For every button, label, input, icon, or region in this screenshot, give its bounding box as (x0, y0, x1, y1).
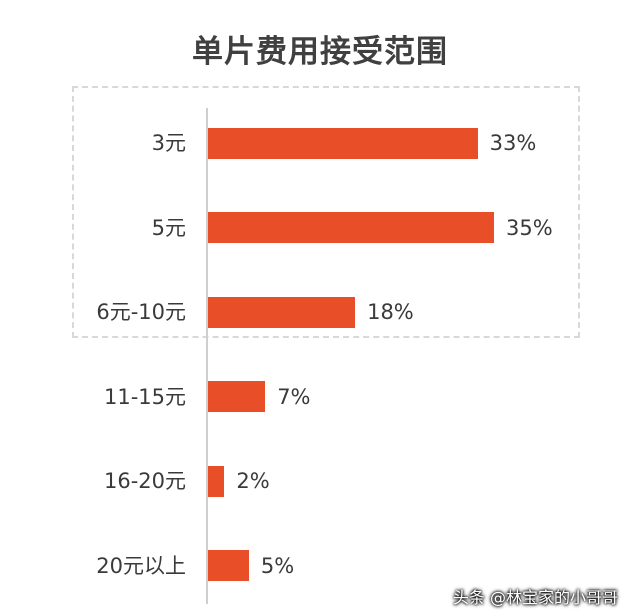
data-label: 7% (277, 384, 311, 409)
data-label: 33% (489, 131, 537, 155)
data-label: 5% (260, 553, 295, 578)
category-label: 11-15元 (103, 384, 186, 409)
category-label: 3元 (151, 131, 186, 155)
bar (208, 550, 249, 581)
data-label: 35% (506, 215, 553, 240)
category-label: 16-20元 (103, 469, 186, 493)
bar (208, 465, 225, 497)
highlight-box (72, 86, 580, 338)
watermark: 头条 @林宝家的小哥哥 (452, 588, 618, 607)
data-label: 18% (367, 300, 414, 324)
bar (208, 296, 356, 328)
category-axis-line (206, 108, 208, 604)
bar (208, 212, 494, 243)
category-label: 6元-10元 (96, 300, 186, 324)
category-label: 20元以上 (96, 553, 186, 578)
chart-title: 单片费用接受范围 (192, 34, 448, 70)
category-label: 5元 (151, 215, 186, 240)
data-label: 2% (236, 469, 270, 493)
bar (208, 127, 478, 159)
bar (208, 381, 266, 412)
